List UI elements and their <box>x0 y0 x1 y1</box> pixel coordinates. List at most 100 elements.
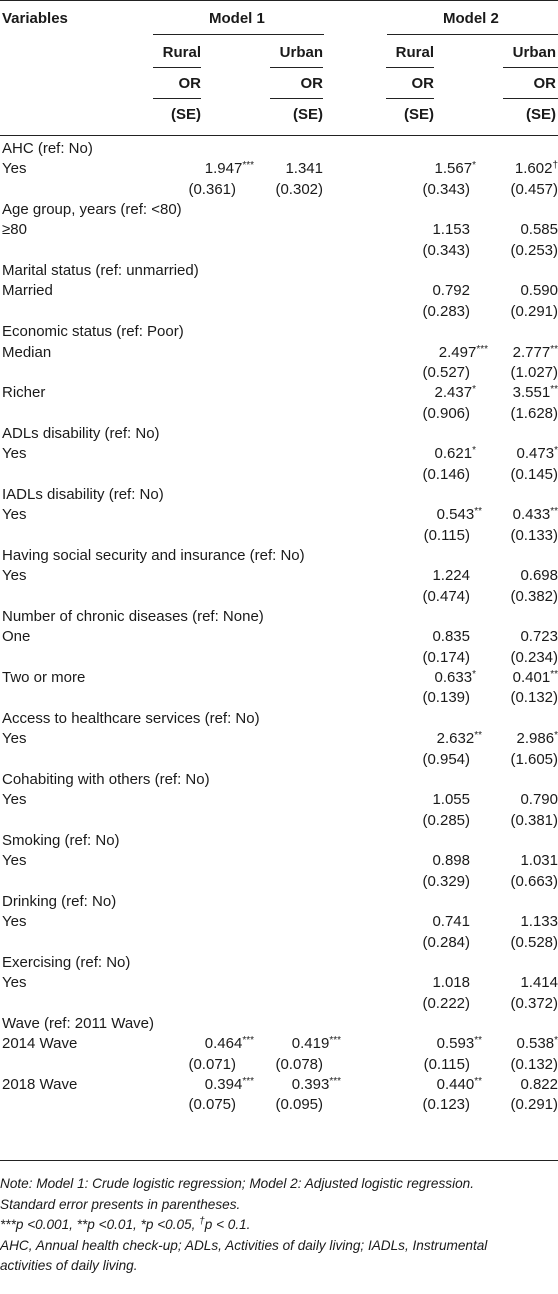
or-value-m2u: 0.698 <box>520 567 558 585</box>
or-value-m2u: 0.822 <box>520 1076 558 1094</box>
or-value-m2u: 1.602† <box>515 160 558 178</box>
rule-m1r-2 <box>153 98 201 99</box>
value-text: 0.835 <box>432 628 470 646</box>
value-text: 0.433 <box>512 506 551 524</box>
header-m1-rural-se: (SE) <box>171 106 201 123</box>
value-text: (0.343) <box>422 241 470 259</box>
value-text: 0.822 <box>520 1076 558 1094</box>
value-text: 0.633 <box>434 669 473 687</box>
se-value-m1r: (0.361) <box>188 181 236 199</box>
value-text: 2.437 <box>434 384 473 402</box>
se-value-m2r: (0.222) <box>422 995 470 1013</box>
se-value-m1u: (0.078) <box>275 1056 323 1074</box>
or-value-m2u: 2.986* <box>517 730 558 748</box>
group-label: Drinking (ref: No) <box>2 892 117 910</box>
row-label: ≥80 <box>2 221 27 239</box>
value-text: 0.543 <box>436 506 475 524</box>
or-value-m2r: 0.792 <box>432 282 470 300</box>
row-label: Married <box>2 282 53 300</box>
header-m2-urban: Urban <box>512 44 556 61</box>
se-value-m2u: (0.234) <box>510 649 558 667</box>
header-m2-urban-or: OR <box>533 75 557 92</box>
header-model2: Model 2 <box>443 10 499 27</box>
significance-marker: ** <box>550 506 558 518</box>
value-text: (0.457) <box>510 180 558 198</box>
value-text: (1.605) <box>510 750 558 768</box>
or-value-m1u: 0.419*** <box>292 1035 341 1053</box>
or-value-m2u: 1.414 <box>520 974 558 992</box>
value-text: 0.741 <box>432 913 470 931</box>
value-text: 0.393 <box>291 1076 330 1094</box>
significance-marker: ** <box>550 343 558 355</box>
se-value-m2r: (0.174) <box>422 649 470 667</box>
se-value-m2u: (0.381) <box>510 812 558 830</box>
value-text: 2.777 <box>512 343 551 361</box>
value-text: 1.055 <box>432 791 470 809</box>
significance-marker: * <box>472 160 476 172</box>
header-m2-urban-se: (SE) <box>526 106 556 123</box>
row-label: Two or more <box>2 669 86 687</box>
se-value-m2u: (0.291) <box>510 1096 558 1114</box>
value-text: 3.551 <box>512 384 551 402</box>
or-value-m2u: 0.723 <box>520 628 558 646</box>
se-value-m2u: (0.132) <box>510 689 558 707</box>
value-text: 0.593 <box>436 1035 475 1053</box>
se-value-m2r: (0.329) <box>422 873 470 891</box>
row-label: 2014 Wave <box>2 1035 78 1053</box>
se-value-m2r: (0.115) <box>424 1056 470 1074</box>
value-text: 0.590 <box>520 282 558 300</box>
or-value-m2u: 1.031 <box>520 852 558 870</box>
value-text: 2.497 <box>438 343 477 361</box>
group-label: Number of chronic diseases (ref: None) <box>2 608 264 626</box>
group-label: Cohabiting with others (ref: No) <box>2 770 210 788</box>
se-value-m2r: (0.123) <box>422 1096 470 1114</box>
note-line-5: activities of daily living. <box>0 1258 138 1273</box>
note-significance-tail: p < 0.1. <box>204 1217 251 1232</box>
value-text: 0.698 <box>520 567 558 585</box>
top-rule <box>0 0 558 1</box>
or-value-m2r: 0.543** <box>437 506 482 524</box>
or-value-m2u: 0.790 <box>520 791 558 809</box>
se-value-m2u: (0.528) <box>510 934 558 952</box>
header-bottom-rule <box>0 135 558 136</box>
or-value-m2r: 2.437* <box>435 384 476 402</box>
value-text: 0.473 <box>516 445 555 463</box>
group-label: Smoking (ref: No) <box>2 831 120 849</box>
or-value-m2r: 0.633* <box>435 669 476 687</box>
significance-marker: *** <box>329 1076 341 1088</box>
significance-marker: * <box>554 730 558 742</box>
or-value-m2r: 1.018 <box>432 974 470 992</box>
value-text: 1.414 <box>520 974 558 992</box>
value-text: (0.071) <box>188 1055 236 1073</box>
se-value-m2r: (0.284) <box>422 934 470 952</box>
value-text: 0.394 <box>204 1076 243 1094</box>
se-value-m2r: (0.474) <box>422 588 470 606</box>
header-m1-rural: Rural <box>162 44 201 61</box>
value-text: 0.898 <box>432 852 470 870</box>
value-text: (0.663) <box>510 872 558 890</box>
se-value-m2r: (0.285) <box>422 812 470 830</box>
header-m1-urban-se: (SE) <box>293 106 323 123</box>
group-label: Access to healthcare services (ref: No) <box>2 709 260 727</box>
row-label: Yes <box>2 974 27 992</box>
rule-m2r-2 <box>386 98 434 99</box>
value-text: 1.947 <box>204 160 243 178</box>
value-text: (0.115) <box>423 1055 470 1073</box>
value-text: 2.632 <box>436 730 475 748</box>
significance-marker: *** <box>242 160 254 172</box>
significance-marker: *** <box>242 1035 254 1047</box>
row-label: Median <box>2 343 52 361</box>
se-value-m2u: (0.291) <box>510 303 558 321</box>
value-text: (0.474) <box>422 587 470 605</box>
row-label: Yes <box>2 730 27 748</box>
value-text: (0.139) <box>422 689 470 707</box>
row-label: Richer <box>2 384 46 402</box>
se-value-m2r: (0.906) <box>422 405 470 423</box>
model1-rule <box>153 34 324 35</box>
se-value-m2u: (0.253) <box>510 242 558 260</box>
or-value-m2u: 0.538* <box>517 1035 558 1053</box>
header-m2-rural-se: (SE) <box>404 106 434 123</box>
value-text: (0.906) <box>422 404 470 422</box>
row-label: Yes <box>2 567 27 585</box>
or-value-m2r: 0.440** <box>437 1076 482 1094</box>
